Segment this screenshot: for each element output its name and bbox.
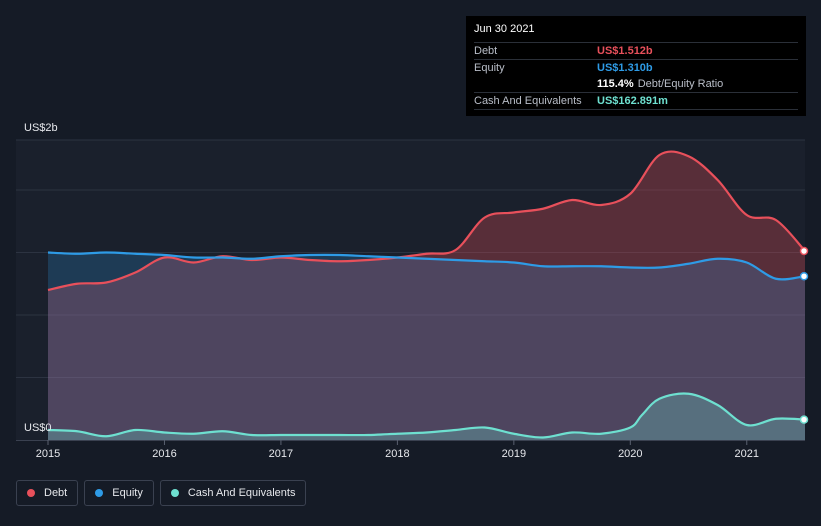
cash-line bbox=[47, 392, 806, 439]
y-axis-bottom-label: US$0 bbox=[24, 422, 52, 434]
legend-equity-label: Equity bbox=[112, 487, 143, 499]
x-tick-label: 2018 bbox=[385, 448, 409, 460]
tooltip-equity-label: Equity bbox=[474, 62, 505, 74]
series-areas bbox=[48, 151, 805, 440]
equity-endpoint-marker[interactable] bbox=[799, 272, 809, 281]
tooltip-debt-label: Debt bbox=[474, 45, 498, 57]
cash-area bbox=[48, 393, 805, 440]
tooltip-ratio-row: 115.4% Debt/Equity Ratio bbox=[474, 76, 798, 92]
legend-item-cash[interactable]: Cash And Equivalents bbox=[159, 480, 307, 506]
equity-line bbox=[47, 251, 806, 281]
series-lines bbox=[47, 150, 806, 439]
debt-dot-icon bbox=[27, 489, 35, 497]
data-tooltip: Jun 30 2021 Debt US$1.512b Equity US$1.3… bbox=[466, 16, 806, 116]
equity-dot-icon bbox=[95, 489, 104, 497]
legend-item-equity[interactable]: Equity bbox=[84, 480, 154, 506]
tooltip-date: Jun 30 2021 bbox=[474, 23, 535, 35]
x-tick-label: 2019 bbox=[502, 448, 526, 460]
cash-dot-icon bbox=[170, 489, 179, 497]
x-tick-label: 2015 bbox=[36, 448, 60, 460]
legend-debt-label: Debt bbox=[44, 487, 68, 499]
tooltip-cash-label: Cash And Equivalents bbox=[474, 95, 582, 107]
tooltip-cash-value: US$162.891m bbox=[597, 95, 668, 107]
tooltip-equity-value: US$1.310b bbox=[597, 62, 653, 74]
legend-item-debt[interactable]: Debt bbox=[16, 480, 79, 506]
equity-area bbox=[48, 252, 805, 440]
legend-cash-label: Cash And Equivalents bbox=[187, 487, 296, 499]
tooltip-debt-value: US$1.512b bbox=[597, 45, 653, 57]
debt-line bbox=[47, 150, 806, 292]
x-tick-label: 2016 bbox=[152, 448, 176, 460]
x-tick-label: 2021 bbox=[735, 448, 759, 460]
tooltip-ratio-label: Debt/Equity Ratio bbox=[637, 78, 724, 90]
tooltip-equity-row: Equity US$1.310b bbox=[474, 59, 798, 76]
x-tick-label: 2020 bbox=[618, 448, 642, 460]
y-axis-top-label: US$2b bbox=[24, 122, 58, 134]
debt-area bbox=[48, 151, 805, 440]
series-endpoints bbox=[799, 246, 809, 424]
x-tick-label: 2017 bbox=[269, 448, 293, 460]
gridlines bbox=[16, 139, 805, 441]
cash-endpoint-marker[interactable] bbox=[799, 415, 809, 424]
tooltip-debt-row: Debt US$1.512b bbox=[474, 42, 798, 59]
tooltip-cash-row: Cash And Equivalents US$162.891m bbox=[474, 92, 798, 110]
chart-legend: Debt Equity Cash And Equivalents bbox=[16, 480, 307, 506]
tooltip-ratio-value: 115.4% bbox=[597, 78, 634, 90]
x-axis: 2015 2016 2017 2018 2019 2020 2021 bbox=[36, 440, 759, 460]
debt-endpoint-marker[interactable] bbox=[799, 246, 809, 256]
